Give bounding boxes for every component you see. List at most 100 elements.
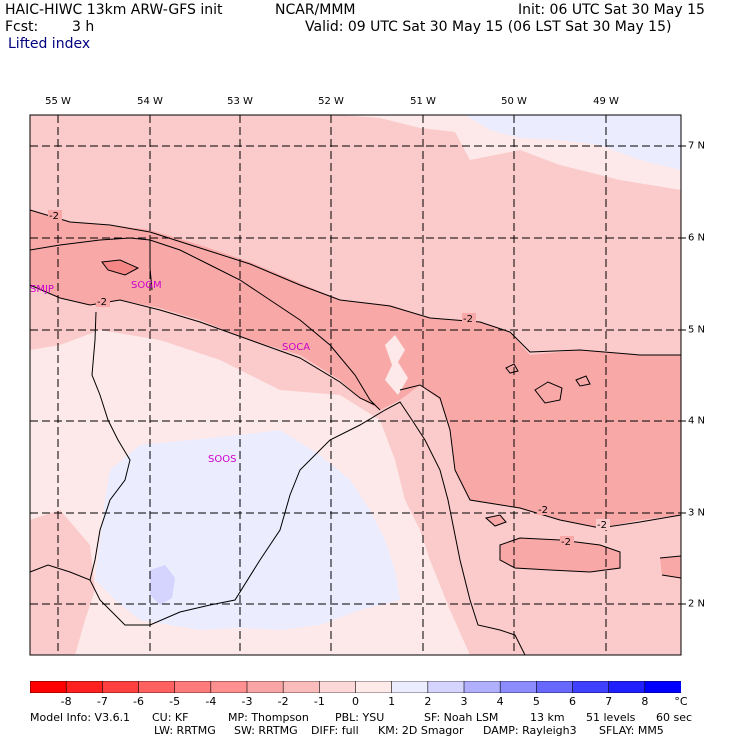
station-soca: SOCA xyxy=(282,342,310,353)
footer-damp: DAMP: Rayleigh3 xyxy=(483,724,577,737)
lat-label-4n: 4 N xyxy=(688,415,706,427)
title-center: NCAR/MMM xyxy=(275,2,356,18)
colorbar-swatch xyxy=(102,681,140,693)
graticule xyxy=(30,115,681,655)
fill-region-white-pocket xyxy=(385,335,408,395)
colorbar-tick-label: 0 xyxy=(352,695,359,708)
colorbar-swatch xyxy=(536,681,574,693)
colorbar-tick-label: 1 xyxy=(388,695,396,708)
contour-label: -2 xyxy=(597,520,607,531)
footer-mp: MP: Thompson xyxy=(228,711,309,724)
footer-sw: SW: RRTMG xyxy=(234,724,298,737)
contour-small-loop-3 xyxy=(505,363,519,374)
contour-spot xyxy=(101,259,140,276)
fill-region-light-pink-west xyxy=(30,510,95,655)
contour-east-south xyxy=(399,384,682,529)
colorbar-swatch xyxy=(499,681,538,693)
colorbar-tick-label: 8 xyxy=(641,695,649,708)
border-suriname-guyana xyxy=(89,311,131,581)
colorbar-tick-label: 4 xyxy=(496,695,504,708)
lat-label-3n: 3 N xyxy=(688,507,706,519)
fill-region-medium-pink-edge xyxy=(660,556,681,578)
colorbar-swatch xyxy=(644,681,681,693)
station-labels: SMJP SOGM SOCA SOOS xyxy=(30,280,310,465)
border-brazil xyxy=(29,401,526,656)
colorbar-tick-label: 2 xyxy=(424,695,432,708)
coastline-north xyxy=(29,237,381,411)
colorbar-unit: °C xyxy=(674,695,688,708)
contour-label: -2 xyxy=(538,505,548,516)
footer-levels: 51 levels xyxy=(586,711,636,724)
fill-region-blue-spot xyxy=(150,565,175,605)
footer-sflay: SFLAY: MM5 xyxy=(599,724,664,737)
footer-res: 13 km xyxy=(530,711,565,724)
map-frame xyxy=(29,114,682,656)
lon-label-50w: 50 W xyxy=(501,96,527,107)
forecast-label: Fcst: xyxy=(5,19,39,35)
colorbar-tick-label: 5 xyxy=(532,695,540,708)
lat-ticks xyxy=(681,145,686,605)
title-left: HAIC-HIWC 13km ARW-GFS init xyxy=(5,2,223,18)
lon-label-54w: 54 W xyxy=(137,96,163,107)
fill-region-light-blue-north xyxy=(465,115,681,170)
colorbar-swatch xyxy=(65,681,104,693)
colorbar xyxy=(30,681,681,693)
footer-model: Model Info: V3.6.1 xyxy=(30,711,131,724)
colorbar-swatch xyxy=(246,681,284,693)
colorbar-swatch xyxy=(427,681,465,693)
contour-north xyxy=(29,209,681,356)
footer-lw: LW: RRTMG xyxy=(154,724,216,737)
colorbar-swatch xyxy=(138,681,176,693)
contour-label: -2 xyxy=(49,211,59,222)
footer-dt: 60 sec xyxy=(656,711,693,724)
lat-label-5n: 5 N xyxy=(688,324,706,336)
contour-small-loop-2 xyxy=(575,375,591,387)
contour-edge xyxy=(659,555,682,579)
colorbar-tick-label: -7 xyxy=(96,695,108,708)
contour-small-loop-4 xyxy=(484,514,507,527)
contour-label: -2 xyxy=(97,297,107,308)
fill-region-medium-pink-south xyxy=(500,538,620,572)
colorbar-tick-label: -2 xyxy=(277,695,289,708)
forecast-hour: 3 h xyxy=(72,19,95,35)
fill-region-medium-pink-small xyxy=(486,515,506,526)
lon-label-53w: 53 W xyxy=(227,96,253,107)
lon-label-52w: 52 W xyxy=(318,96,344,107)
colorbar-swatch xyxy=(355,681,393,693)
station-smjp: SMJP xyxy=(30,284,54,295)
colorbar-tick-label: -6 xyxy=(133,695,144,708)
init-time: Init: 06 UTC Sat 30 May 15 xyxy=(518,2,705,18)
contour-lines xyxy=(29,209,682,579)
fill-region-dark-pink-spot xyxy=(102,260,138,275)
footer-sf: SF: Noah LSM xyxy=(424,711,499,724)
colorbar-swatch xyxy=(319,681,357,693)
colorbar-tick-label: -4 xyxy=(205,695,217,708)
footer-pbl: PBL: YSU xyxy=(335,711,385,724)
station-sogm: SOGM xyxy=(131,280,162,291)
contour-small-loop xyxy=(534,381,563,404)
station-soos: SOOS xyxy=(208,454,236,465)
lon-label-49w: 49 W xyxy=(593,96,619,107)
colorbar-swatch xyxy=(174,681,212,693)
footer-diff: DIFF: full xyxy=(311,724,359,737)
colorbar-tick-label: -3 xyxy=(241,695,253,708)
colorbar-swatch xyxy=(391,681,429,693)
fill-region-medium-pink xyxy=(30,210,681,528)
colorbar-tick-label: -1 xyxy=(313,695,325,708)
contour-south-west xyxy=(29,284,376,406)
contour-label: -2 xyxy=(561,537,571,548)
colorbar-tick-label: 6 xyxy=(569,695,576,708)
colorbar-swatch xyxy=(210,681,248,693)
lon-label-55w: 55 W xyxy=(45,96,71,107)
colorbar-swatch xyxy=(463,681,501,693)
field-name: Lifted index xyxy=(8,36,91,52)
colorbar-tick-label: 7 xyxy=(605,695,613,708)
colorbar-tick-label: -5 xyxy=(169,695,181,708)
contour-pocket xyxy=(499,537,621,573)
footer-cu: CU: KF xyxy=(152,711,189,724)
colorbar-swatch xyxy=(282,681,321,693)
contour-labels: -2 -2 -2 -2 -2 -2 xyxy=(48,210,610,548)
colorbar-swatch xyxy=(572,681,610,693)
colorbar-swatch xyxy=(608,681,646,693)
valid-time: Valid: 09 UTC Sat 30 May 15 (06 LST Sat … xyxy=(305,19,672,35)
